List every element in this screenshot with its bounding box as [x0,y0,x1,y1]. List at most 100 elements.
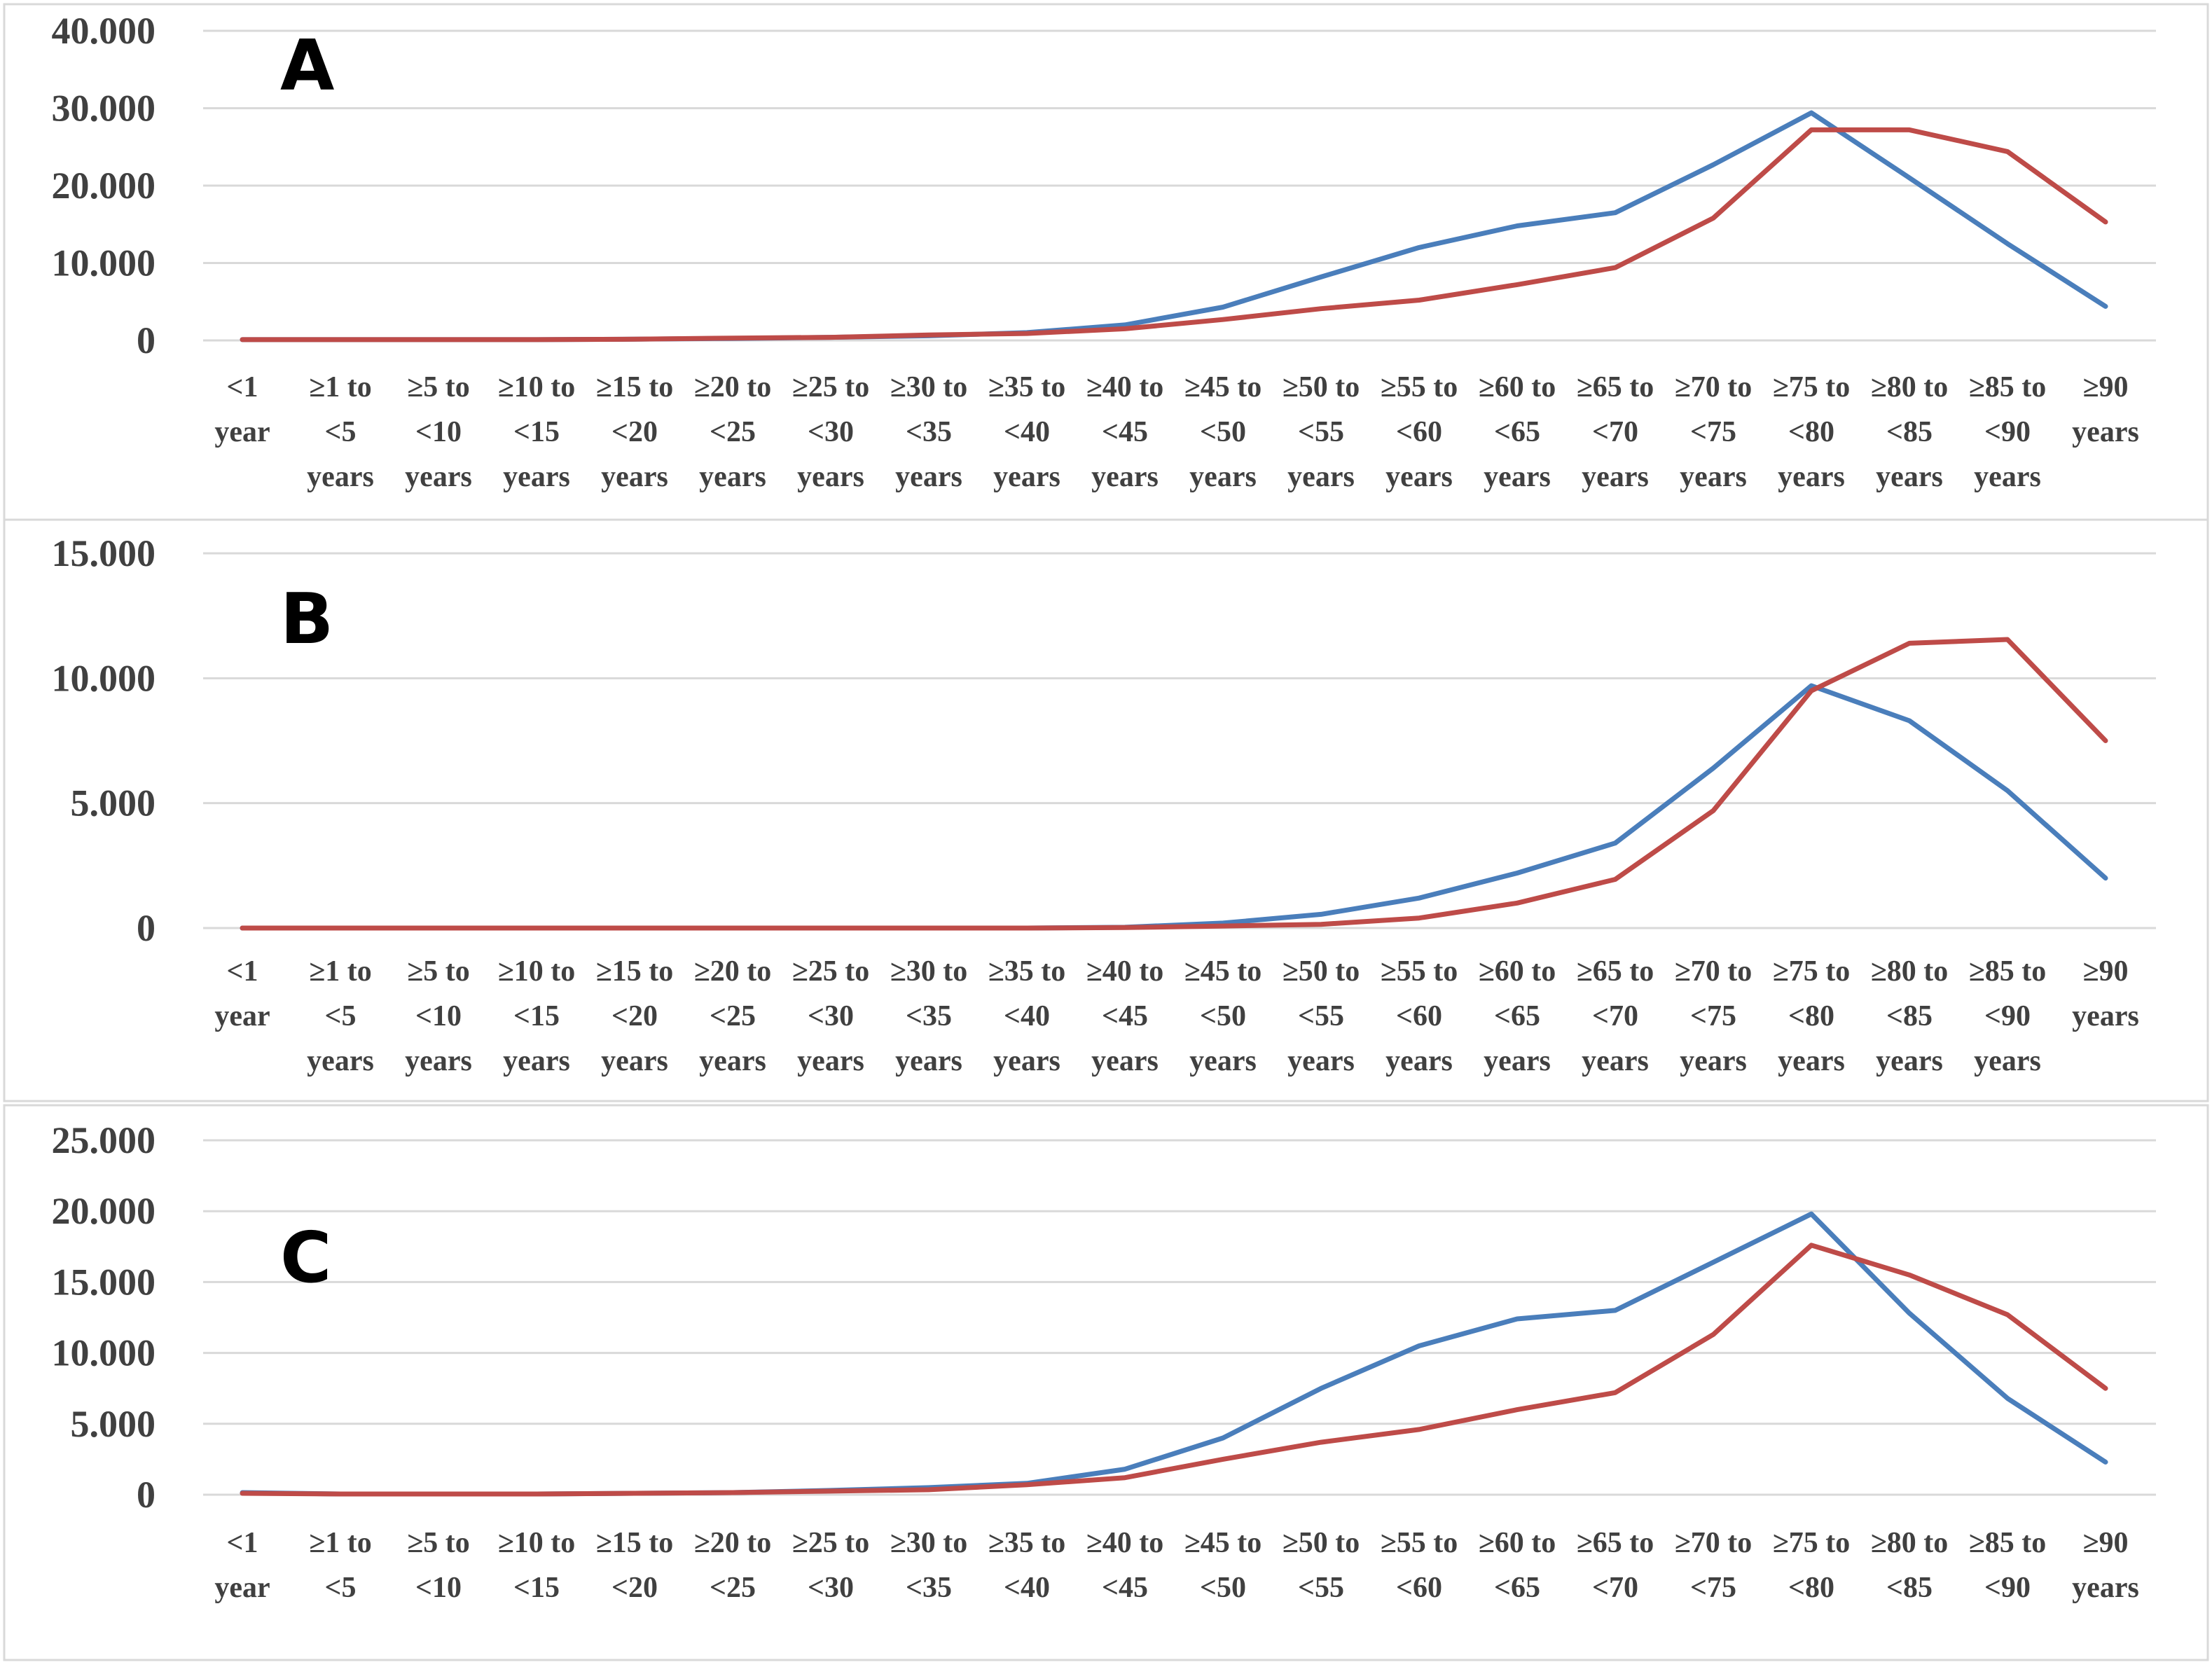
series-1-point [2005,1396,2010,1400]
series-2-point [633,1491,637,1495]
x-tick-label: ≥1 to <5 years [307,371,374,493]
series-2-point [1515,901,1519,905]
series-2-point [829,336,833,340]
series-2-point [1123,925,1127,929]
series-1-point [1221,305,1225,309]
series-2-point [1613,265,1617,270]
x-tick-label: ≥65 to <70 years [1577,371,1654,493]
x-tick-label: <1 year [214,371,270,448]
x-tick-label: ≥10 to <15 [498,1527,576,1604]
x-tick-label: ≥10 to <15 years [498,371,576,493]
series-1-point [1907,719,1912,723]
series-1-point [1809,1212,1813,1216]
series-2-point [731,336,735,340]
panel-b: 0 5.000 10.000 15.000 <1 year ≥1 to <5 years ≥5 t… [3,518,2209,1102]
series-1-point [1417,245,1421,249]
x-tick-label: ≥15 to <20 years [596,955,674,1077]
x-tick-label: ≥35 to <40 [988,1527,1066,1604]
series-1-point [1711,766,1715,770]
y-tick-label: 5.000 [71,1403,156,1445]
series-2-point [1711,1332,1715,1336]
x-tick-label: <1 year [214,1527,270,1604]
series-2-point [1025,1483,1029,1487]
x-tick-label: ≥75 to <80 years [1773,371,1851,493]
series-1-point [1613,841,1617,845]
series-2-point [927,1488,931,1492]
y-tick-label: 0 [137,319,155,361]
series-2-point [240,926,244,930]
x-tick-label: ≥45 to <50 years [1184,955,1262,1077]
series-1-point [1907,1311,1912,1315]
x-tick-label: ≥25 to <30 [792,1527,870,1604]
series-1-point [1123,1467,1127,1472]
series-1-line [240,110,2108,343]
x-tick-label: ≥15 to <20 [596,1527,674,1604]
panel-frame [3,1104,2209,1661]
x-tick-label: ≥60 to <65 [1479,1527,1556,1604]
x-tick-label: ≥90 years [2072,955,2139,1032]
series-2-point [1907,641,1912,645]
y-tick-label: 10.000 [52,1332,156,1374]
series-2-point [731,1490,735,1495]
series-2-point [2005,637,2010,642]
series-1-line [240,683,2108,931]
series-2-point [1809,689,1813,693]
x-tick-label: ≥70 to <75 [1675,1527,1753,1604]
series-2-point [1613,1390,1617,1395]
series-2-line [240,1243,2108,1497]
series-2-point [436,926,441,930]
series-1-point [2005,242,2010,246]
series-2-point [927,926,931,930]
series-2-point [240,338,244,342]
x-tick-label: ≥5 to <10 years [405,955,472,1077]
series-1-point [1907,176,1912,180]
y-tick-label: 10.000 [52,242,156,284]
x-tick-label: ≥70 to <75 years [1675,955,1753,1077]
x-tick-label: ≥25 to <30 years [792,955,870,1077]
panel-label: B [280,578,333,660]
x-tick-label: ≥65 to <70 years [1577,955,1654,1077]
series-2-point [534,1492,539,1496]
series-2-point [731,926,735,930]
y-tick-label: 0 [137,1474,155,1516]
panel-frame [3,518,2209,1102]
series-2-point [1809,127,1813,132]
series-1-point [1711,1260,1715,1264]
series-1-point [1613,211,1617,215]
x-tick-label: ≥1 to <5 years [307,955,374,1077]
series-1-point [1319,275,1323,279]
x-tick-label: ≥55 to <60 years [1381,955,1458,1077]
y-tick-label: 5.000 [71,782,156,824]
x-tick-label: <1 year [214,955,270,1032]
x-tick-label: ≥20 to <25 [694,1527,772,1604]
x-tick-label: ≥35 to <40 years [988,955,1066,1077]
panel-label: C [280,1217,331,1299]
x-tick-label: ≥85 to <90 years [1969,371,2047,493]
series-2-point [1515,1408,1519,1412]
series-1-point [2103,1460,2108,1464]
x-tick-label: ≥40 to <45 [1086,1527,1164,1604]
series-1-point [1417,1343,1421,1348]
series-2-point [2005,1313,2010,1317]
series-1-point [1319,912,1323,916]
series-2-point [2005,149,2010,153]
series-2-point [1123,326,1127,331]
x-tick-label: ≥45 to <50 years [1184,371,1262,493]
series-2-line [240,127,2108,343]
x-tick-label: ≥80 to <85 years [1871,955,1949,1077]
x-tick-label: ≥80 to <85 years [1871,371,1949,493]
series-2-point [1123,1476,1127,1480]
series-2-line [240,637,2108,931]
x-tick-label: ≥55 to <60 years [1381,371,1458,493]
y-tick-label: 25.000 [52,1119,156,1161]
series-2-point [633,337,637,341]
x-tick-label: ≥30 to <35 years [890,955,968,1077]
x-tick-label: ≥50 to <55 years [1283,955,1360,1077]
x-tick-label: ≥90 years [2072,371,2139,448]
x-tick-label: ≥15 to <20 years [596,371,674,493]
y-tick-label: 15.000 [52,1261,156,1303]
y-tick-label: 15.000 [52,532,156,574]
series-2-point [1907,1273,1912,1277]
series-2-point [1319,307,1323,311]
series-2-point [1711,216,1715,220]
